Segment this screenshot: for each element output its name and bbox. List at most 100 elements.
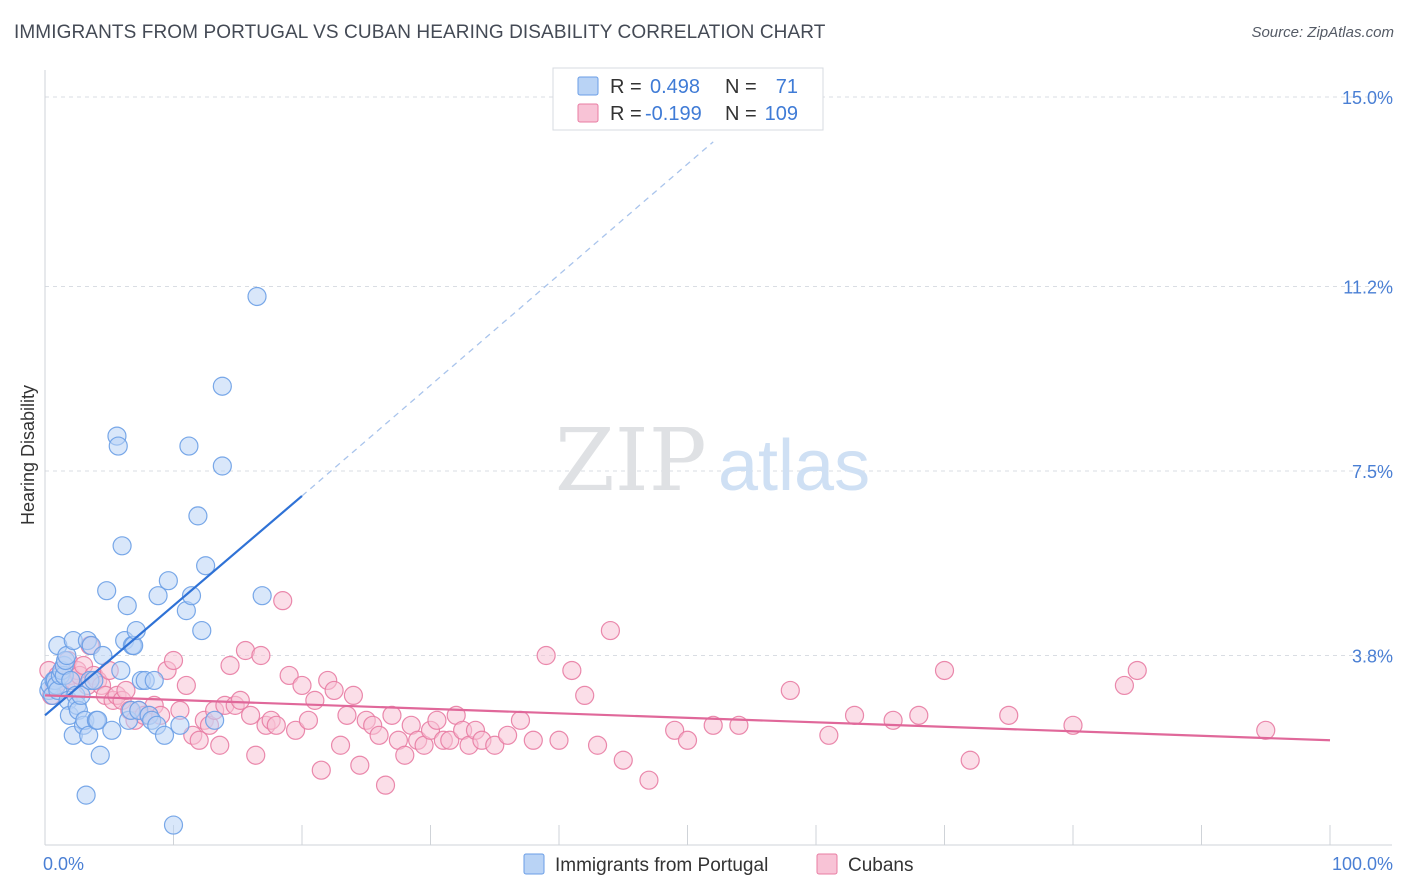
cubans-point [189,730,209,750]
cubans-point [230,690,250,710]
cubans-point [330,735,351,755]
legend-n-label-1: N = [725,76,757,98]
cubans-point [246,745,266,765]
portugal-point [117,596,137,616]
cubans-point [440,730,460,750]
portugal-point [179,436,199,456]
data-points [39,286,1276,835]
portugal-point [112,536,132,556]
cubans-point [305,690,325,710]
portugal-point [252,586,272,606]
cubans-point [337,705,357,725]
legend-n-value-2: 109 [765,103,798,125]
portugal-point [148,586,168,606]
cubans-point [587,735,608,755]
y-tick-label: 15.0% [1342,88,1393,108]
cubans-point [220,655,240,676]
cubans-point [844,705,865,725]
cubans-point [163,650,184,671]
cubans-point [613,750,633,770]
cubans-point [279,665,299,686]
portugal-point [88,710,108,730]
x-tick-label-max: 100.0% [1332,854,1393,874]
portugal-point [111,660,131,681]
series-legend-portugal: Immigrants from Portugal [555,855,768,876]
cubans-point [266,715,286,735]
cubans-point [665,720,685,740]
cubans-point [999,705,1019,725]
watermark-atlas: atlas [718,426,870,506]
cubans-point [523,730,543,750]
cubans-point [251,645,271,666]
portugal-point [93,645,113,666]
legend-r-label-1: R = [610,76,642,98]
portugal-point [97,581,117,601]
cubans-point [498,725,518,745]
cubans-point [549,730,569,750]
cubans-point [241,705,261,725]
portugal-point [196,556,216,576]
cubans-point [909,705,929,725]
cubans-point [485,735,505,755]
cubans-point [176,675,196,696]
correlation-legend: R = 0.498 N = 71 R = -0.199 N = 109 [552,67,824,131]
portugal-trend-extension [301,141,714,497]
portugal-point [188,506,208,526]
cubans-point [780,680,800,701]
cubans-point [375,775,396,795]
cubans-trend-line [44,694,1331,742]
trend-lines [44,141,1331,742]
legend-n-value-1: 71 [776,76,798,98]
cubans-point [819,725,839,745]
series-legend-swatch-portugal [523,853,545,875]
cubans-point [510,710,531,730]
series-legend-cubans: Cubans [848,855,914,876]
portugal-point [102,720,122,740]
portugal-point [212,456,232,476]
y-tick-label: 3.8% [1352,647,1393,667]
cubans-point [298,710,319,730]
cubans-point [273,591,293,611]
cubans-point [292,675,312,696]
cubans-point [324,680,344,701]
portugal-point [247,286,267,307]
legend-r-value-1: 0.498 [650,76,700,98]
cubans-point [600,620,621,641]
chart-source: Source: ZipAtlas.com [1251,24,1394,41]
chart-title: IMMIGRANTS FROM PORTUGAL VS CUBAN HEARIN… [14,22,826,43]
portugal-point [212,376,232,396]
cubans-point [395,745,415,765]
portugal-point [76,785,96,805]
series-legend-swatch-cubans [816,853,838,875]
portugal-point [79,725,99,745]
cubans-point [575,685,595,706]
legend-swatch-pink [577,103,599,123]
portugal-point [144,670,164,691]
portugal-point [163,815,184,835]
cubans-point [369,725,389,745]
cubans-point [536,645,556,666]
watermark: ZIP atlas [555,411,870,511]
cubans-point [116,680,136,701]
cubans-point [350,755,370,775]
cubans-point [311,760,331,780]
cubans-point [934,660,955,681]
portugal-point [158,571,178,591]
cubans-point [562,660,582,681]
portugal-point [108,436,128,456]
cubans-point [427,710,447,730]
portugal-point [181,586,202,606]
watermark-zip: ZIP [555,411,707,511]
portugal-trend-line [44,495,303,717]
portugal-point [192,620,212,641]
x-tick-label-min: 0.0% [43,854,84,874]
portugal-point [170,715,190,735]
portugal-point [154,725,175,745]
cubans-point [210,735,230,755]
legend-swatch-blue [577,76,599,96]
cubans-point [639,770,659,790]
series-legend: Immigrants from Portugal Cubans [523,853,914,876]
portugal-point [205,710,225,730]
y-tick-label: 11.2% [1343,277,1393,297]
portugal-point [90,745,110,765]
